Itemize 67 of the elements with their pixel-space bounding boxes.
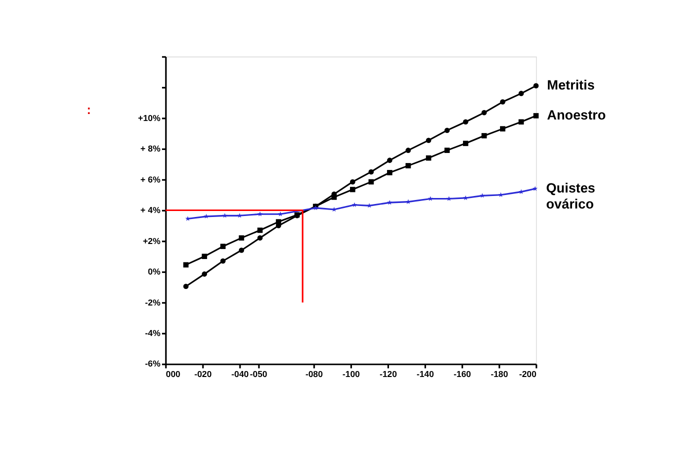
point: [257, 228, 263, 233]
x-tick-label: -100: [342, 368, 360, 379]
point: [204, 214, 209, 219]
y-tick-label: + 8%: [140, 144, 161, 154]
point: [518, 119, 524, 125]
y-tick-label: + 4%: [140, 205, 161, 216]
y-tick-label: -6%: [145, 358, 161, 369]
point: [276, 219, 282, 224]
point: [533, 83, 539, 88]
point: [238, 248, 244, 253]
point: [428, 196, 433, 201]
x-tick-label: -200: [519, 368, 537, 379]
point: [480, 193, 485, 198]
point: [518, 90, 524, 96]
x-tick-label: -020: [194, 368, 212, 379]
point: [202, 271, 208, 277]
point: [202, 254, 208, 260]
y-tick-label: -4%: [145, 328, 161, 338]
point: [368, 169, 374, 174]
x-tick-label: -140: [416, 368, 434, 379]
point: [482, 133, 487, 138]
point: [387, 158, 392, 163]
point: [387, 200, 392, 205]
point: [444, 128, 450, 133]
point: [220, 244, 226, 250]
point: [222, 213, 228, 218]
y-tick-label: +2%: [142, 236, 161, 246]
point: [350, 179, 356, 184]
y-tick-label: 0%: [148, 266, 161, 277]
point: [387, 170, 392, 176]
point: [368, 179, 374, 184]
point: [446, 196, 452, 201]
x-tick-label: -080: [305, 368, 323, 379]
point: [406, 163, 411, 168]
series-label: Anoestro: [547, 108, 606, 123]
y-tick-label: -2%: [145, 297, 161, 308]
point: [462, 119, 468, 125]
point: [220, 258, 226, 264]
point: [462, 140, 468, 146]
point: [444, 148, 450, 153]
y-tick-label: +10%: [138, 112, 161, 123]
point: [366, 203, 372, 208]
point: [352, 202, 357, 208]
point: [185, 216, 190, 221]
point: [533, 113, 539, 118]
y-tick-label: + 6%: [140, 174, 161, 184]
series-label: Quistes ovárico: [546, 180, 596, 212]
x-tick-label: -050: [250, 368, 268, 379]
point: [331, 194, 337, 200]
point: [500, 126, 506, 132]
point: [237, 213, 242, 218]
point: [406, 148, 411, 153]
point: [183, 284, 189, 289]
x-tick-label: -180: [490, 368, 508, 379]
point: [532, 186, 538, 191]
x-tick-label: 000: [166, 368, 181, 379]
x-tick-label: -040: [231, 368, 249, 379]
text: :: [86, 103, 91, 118]
point: [426, 138, 432, 143]
point: [183, 262, 189, 268]
series-label: Metritis: [547, 78, 595, 93]
point: [482, 110, 487, 116]
x-tick-label: -160: [454, 368, 472, 379]
x-tick-label: -120: [380, 368, 398, 379]
point: [500, 99, 506, 105]
point: [257, 235, 263, 241]
point: [350, 186, 356, 192]
